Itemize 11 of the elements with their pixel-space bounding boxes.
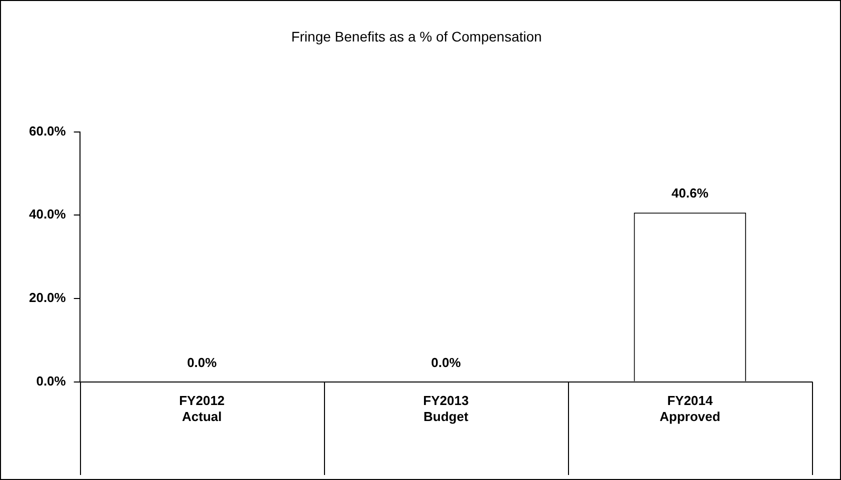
y-tick-label: 40.0% <box>28 206 66 222</box>
y-tick-label: 20.0% <box>28 290 66 306</box>
x-tick-label: FY2014 Approved <box>660 393 720 424</box>
chart-title: Fringe Benefits as a % of Compensation <box>291 28 542 44</box>
y-tick-label: 60.0% <box>28 123 66 138</box>
x-tick-label: FY2012 Actual <box>179 393 225 424</box>
y-tick-label: 0.0% <box>36 373 66 388</box>
data-label: 0.0% <box>431 354 462 370</box>
data-label: 0.0% <box>187 354 218 370</box>
x-tick-label: FY2013 Budget <box>423 393 469 424</box>
data-label: 40.6% <box>672 186 709 201</box>
